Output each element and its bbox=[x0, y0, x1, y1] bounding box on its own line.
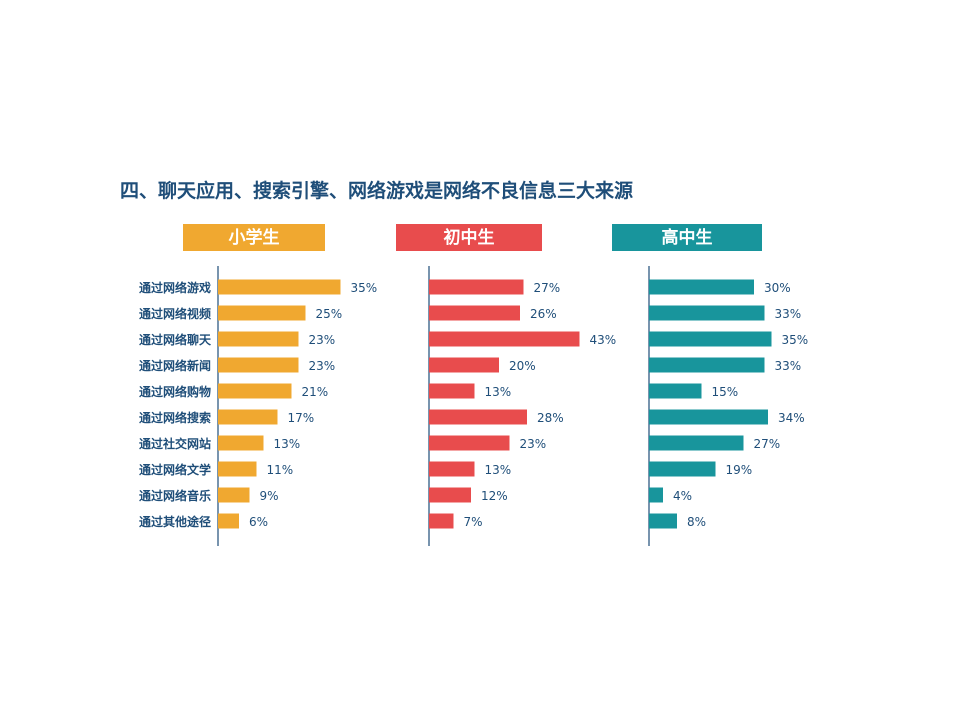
value-label: 15% bbox=[712, 385, 739, 399]
bar bbox=[649, 279, 754, 295]
value-label: 4% bbox=[673, 489, 692, 503]
panel-header-box bbox=[612, 224, 762, 251]
value-label: 13% bbox=[274, 437, 301, 451]
value-label: 12% bbox=[481, 489, 508, 503]
bar bbox=[218, 331, 299, 347]
bar bbox=[649, 435, 744, 451]
bar bbox=[429, 383, 475, 399]
bar bbox=[649, 409, 768, 425]
value-label: 13% bbox=[485, 385, 512, 399]
bar bbox=[429, 357, 499, 373]
category-label: 通过网络搜索 bbox=[139, 410, 211, 425]
value-label: 27% bbox=[534, 281, 561, 295]
value-label: 23% bbox=[520, 437, 547, 451]
value-label: 23% bbox=[309, 333, 336, 347]
series-panel-3: 高中生 30% 33% 35% 33% 15% 34% 27%19% 4% 8% bbox=[612, 224, 808, 546]
bar bbox=[218, 357, 299, 373]
value-label: 19% bbox=[726, 463, 753, 477]
value-label: 9% bbox=[260, 489, 279, 503]
bar bbox=[649, 461, 716, 477]
bar bbox=[649, 305, 765, 321]
bar bbox=[429, 487, 471, 503]
bar bbox=[218, 409, 278, 425]
bar bbox=[429, 513, 454, 529]
bar bbox=[429, 409, 527, 425]
category-label: 通过网络游戏 bbox=[139, 280, 211, 295]
value-label: 7% bbox=[464, 515, 483, 529]
panel-header-box bbox=[183, 224, 325, 251]
value-label: 17% bbox=[288, 411, 315, 425]
value-label: 34% bbox=[778, 411, 805, 425]
bar bbox=[218, 279, 341, 295]
value-label: 23% bbox=[309, 359, 336, 373]
value-label: 26% bbox=[530, 307, 557, 321]
value-label: 11% bbox=[267, 463, 294, 477]
bar bbox=[649, 357, 765, 373]
value-label: 6% bbox=[249, 515, 268, 529]
bar bbox=[218, 461, 257, 477]
value-label: 43% bbox=[590, 333, 617, 347]
category-label: 通过网络视频 bbox=[139, 306, 211, 321]
value-label: 33% bbox=[775, 359, 802, 373]
bar bbox=[429, 305, 520, 321]
bar bbox=[218, 435, 264, 451]
category-label: 通过网络音乐 bbox=[139, 488, 211, 503]
category-label: 通过社交网站 bbox=[139, 436, 211, 451]
value-label: 27% bbox=[754, 437, 781, 451]
value-label: 20% bbox=[509, 359, 536, 373]
bar bbox=[218, 383, 292, 399]
category-label: 通过网络文学 bbox=[139, 462, 211, 477]
value-label: 25% bbox=[316, 307, 343, 321]
value-label: 30% bbox=[764, 281, 791, 295]
category-label: 通过网络聊天 bbox=[139, 332, 212, 347]
bar bbox=[649, 383, 702, 399]
bar bbox=[649, 487, 663, 503]
bar bbox=[218, 513, 239, 529]
value-label: 8% bbox=[687, 515, 706, 529]
bar bbox=[429, 435, 510, 451]
value-label: 13% bbox=[485, 463, 512, 477]
bar bbox=[218, 487, 250, 503]
panel-header-label: 小学生 bbox=[229, 227, 280, 248]
value-label: 21% bbox=[302, 385, 329, 399]
bar bbox=[649, 331, 772, 347]
panel-header-label: 高中生 bbox=[662, 227, 713, 248]
series-panel-2: 初中生 27% 26% 43% 20% 13% 28% 23% 13% 12% 7% bbox=[396, 224, 616, 546]
chart-panels: 通过网络游戏通过网络视频通过网络聊天通过网络新闻通过网络购物通过网络搜索通过社交… bbox=[139, 224, 808, 546]
panel-header-label: 初中生 bbox=[444, 227, 495, 248]
panel-header-box bbox=[396, 224, 542, 251]
chart-title: 四、聊天应用、搜索引擎、网络游戏是网络不良信息三大来源 bbox=[120, 179, 633, 202]
bar bbox=[429, 331, 580, 347]
bar bbox=[429, 461, 475, 477]
value-label: 35% bbox=[351, 281, 378, 295]
value-label: 35% bbox=[782, 333, 809, 347]
bar bbox=[429, 279, 524, 295]
series-panel-1: 小学生 35% 25% 23% 23% 21% 17% 13% 11% 9% 6% bbox=[183, 224, 377, 546]
bar bbox=[649, 513, 677, 529]
value-label: 33% bbox=[775, 307, 802, 321]
category-label: 通过网络新闻 bbox=[139, 358, 211, 373]
value-label: 28% bbox=[537, 411, 564, 425]
category-label: 通过网络购物 bbox=[139, 384, 211, 399]
bar bbox=[218, 305, 306, 321]
category-label: 通过其他途径 bbox=[139, 514, 211, 529]
